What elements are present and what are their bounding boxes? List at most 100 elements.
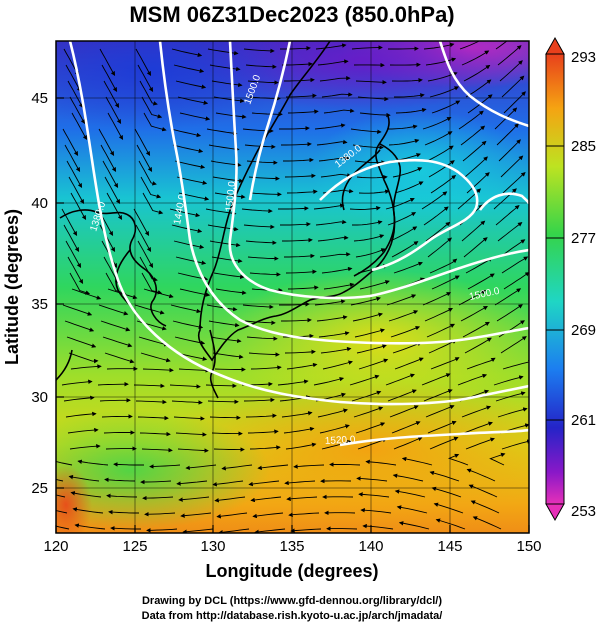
streamline bbox=[362, 523, 394, 530]
streamline bbox=[182, 528, 214, 533]
streamline bbox=[314, 123, 346, 130]
streamline bbox=[65, 411, 97, 418]
streamline bbox=[171, 224, 203, 234]
y-tick-label: 25 bbox=[31, 480, 48, 497]
streamline bbox=[218, 528, 250, 533]
streamline bbox=[396, 505, 428, 514]
streamline bbox=[493, 188, 517, 210]
streamline bbox=[205, 383, 237, 389]
streamline bbox=[388, 138, 420, 146]
streamline bbox=[427, 237, 452, 258]
streamline bbox=[104, 352, 135, 364]
streamline bbox=[99, 48, 116, 76]
streamline bbox=[137, 415, 169, 421]
streamline bbox=[67, 427, 99, 434]
streamline bbox=[177, 448, 209, 453]
streamline bbox=[244, 320, 276, 326]
streamline bbox=[317, 59, 349, 66]
streamline bbox=[61, 208, 78, 236]
streamline bbox=[282, 61, 313, 67]
streamline bbox=[207, 48, 239, 56]
streamline bbox=[430, 357, 460, 370]
streamline bbox=[422, 292, 452, 306]
streamline bbox=[429, 258, 458, 274]
streamline bbox=[501, 256, 529, 274]
streamline bbox=[461, 405, 492, 418]
streamline bbox=[107, 112, 124, 140]
streamline bbox=[106, 493, 138, 499]
streamline bbox=[458, 110, 484, 130]
streamline bbox=[501, 439, 529, 450]
streamline bbox=[113, 462, 144, 467]
geopotential-contours bbox=[68, 41, 529, 447]
streamline bbox=[213, 447, 245, 452]
streamline bbox=[313, 203, 345, 210]
streamline bbox=[315, 219, 347, 226]
streamline bbox=[287, 285, 319, 290]
streamline bbox=[135, 224, 152, 252]
streamline bbox=[246, 336, 278, 341]
streamline bbox=[284, 480, 316, 486]
colorbar-label: 293 bbox=[571, 49, 596, 66]
streamline bbox=[212, 176, 244, 184]
streamline bbox=[172, 144, 204, 154]
streamline bbox=[429, 436, 459, 450]
streamline bbox=[205, 208, 237, 216]
streamline bbox=[214, 192, 246, 199]
streamline bbox=[389, 62, 421, 67]
streamline bbox=[356, 344, 387, 354]
streamline bbox=[385, 197, 415, 210]
streamline bbox=[357, 96, 389, 102]
colorbar-bottom-triangle bbox=[545, 503, 565, 522]
streamline bbox=[431, 275, 460, 290]
streamline bbox=[423, 42, 455, 50]
streamline bbox=[248, 352, 280, 357]
streamline bbox=[391, 421, 421, 434]
streamline bbox=[497, 45, 522, 66]
streamline bbox=[278, 206, 309, 211]
streamline bbox=[143, 288, 174, 299]
streamline bbox=[67, 80, 84, 108]
streamline bbox=[247, 429, 279, 434]
streamline bbox=[68, 176, 85, 204]
streamline bbox=[110, 525, 141, 531]
streamline bbox=[356, 476, 388, 482]
streamline bbox=[358, 189, 390, 194]
streamline bbox=[97, 381, 129, 387]
temperature-field bbox=[56, 41, 529, 533]
credit-drawing: Drawing by DCL (https://www.gfd-dennou.o… bbox=[142, 595, 442, 607]
streamline bbox=[103, 80, 120, 108]
streamline bbox=[251, 112, 283, 117]
streamline bbox=[105, 96, 122, 124]
streamline bbox=[355, 80, 387, 85]
streamline bbox=[503, 91, 526, 114]
streamline bbox=[392, 167, 423, 178]
streamline bbox=[323, 282, 355, 290]
streamline bbox=[423, 389, 453, 402]
streamline bbox=[398, 521, 430, 530]
streamline bbox=[388, 46, 419, 51]
streamline bbox=[101, 414, 133, 419]
streamline bbox=[495, 391, 526, 402]
streamline bbox=[257, 464, 289, 471]
streamline bbox=[495, 41, 508, 50]
streamline bbox=[365, 459, 397, 466]
streamline bbox=[62, 304, 93, 316]
streamline bbox=[70, 192, 87, 220]
streamline bbox=[212, 352, 244, 360]
streamline bbox=[250, 496, 282, 503]
streamline bbox=[249, 445, 281, 450]
streamline bbox=[284, 349, 316, 355]
streamline bbox=[56, 510, 68, 514]
streamline bbox=[464, 156, 488, 178]
streamline bbox=[427, 420, 457, 434]
streamline bbox=[285, 269, 317, 275]
streamline bbox=[431, 100, 461, 114]
streamline bbox=[100, 144, 117, 172]
streamline bbox=[428, 339, 457, 354]
streamline bbox=[66, 336, 97, 348]
streamline bbox=[279, 302, 310, 307]
streamline bbox=[319, 75, 351, 82]
streamline bbox=[99, 224, 116, 252]
streamline bbox=[68, 352, 99, 364]
